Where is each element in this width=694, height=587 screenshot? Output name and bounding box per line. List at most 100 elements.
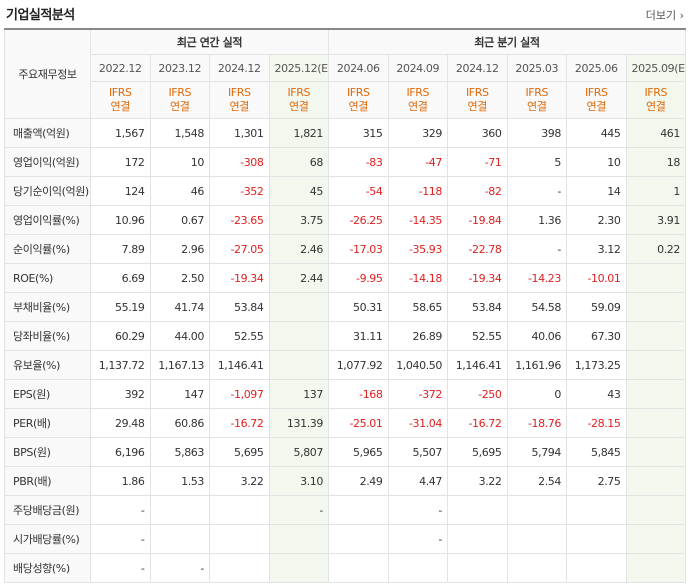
data-row: PER(배) 29.48 60.86 -16.72 131.39 -25.01 -31.04… [4, 408, 686, 438]
cell: 0.22 [625, 234, 686, 264]
basis: 연결 [110, 100, 131, 113]
cell [387, 553, 448, 583]
cell [566, 495, 627, 525]
cell: 1.53 [149, 466, 210, 496]
cell [149, 495, 210, 525]
data-row: 순이익률(%) 7.89 2.96 -27.05 2.46 -17.03 -35.93 -22… [4, 234, 686, 264]
cell: -82 [447, 176, 508, 206]
standard: IFRS [406, 86, 430, 99]
cell: 10.96 [90, 205, 151, 235]
accounting: IFRS 연결 [209, 81, 270, 119]
cell: 124 [90, 176, 151, 206]
accounting: IFRS 연결 [566, 81, 627, 119]
cell: 50.31 [328, 292, 389, 322]
cell: 55.19 [90, 292, 151, 322]
cell [447, 495, 508, 525]
basis: 연결 [229, 100, 250, 113]
row-label: 당좌비율(%) [4, 321, 91, 351]
group-label: 최근 분기 실적 [328, 28, 686, 55]
basis: 연결 [586, 100, 607, 113]
table-body: 매출액(억원) 1,567 1,548 1,301 1,821 315 329 360 398 4… [4, 118, 686, 583]
basis: 연결 [170, 100, 190, 113]
cell [268, 321, 329, 351]
cell: 2.54 [506, 466, 567, 496]
cell: 131.39 [268, 408, 329, 438]
cell: 5,965 [328, 437, 389, 467]
accounting: IFRS 연결 [387, 81, 448, 119]
cell: 392 [90, 379, 151, 409]
table-head: 주요재무정보 최근 연간 실적 최근 분기 실적 2022.12 2023.12 2024… [4, 28, 686, 119]
row-label: 배당성향(%) [4, 553, 91, 583]
cell [506, 495, 567, 525]
cell: 1,077.92 [328, 350, 389, 380]
cell: 46 [149, 176, 210, 206]
accounting: IFRS 연결 [506, 81, 567, 119]
cell [268, 524, 329, 554]
cell: 40.06 [506, 321, 567, 351]
cell: 45 [268, 176, 329, 206]
cell: -10.01 [566, 263, 627, 293]
cell: 3.22 [447, 466, 508, 496]
data-row: 유보율(%) 1,137.72 1,167.13 1,146.41 1,077.92 1,… [4, 350, 686, 380]
cell: 5 [506, 147, 567, 177]
cell: 1,146.41 [447, 350, 508, 380]
period: 2025.09(E) [625, 54, 686, 82]
cell: -28.15 [566, 408, 627, 438]
cell [268, 553, 329, 583]
cell [209, 524, 270, 554]
basis: 연결 [527, 100, 547, 113]
cell: 5,845 [566, 437, 627, 467]
basis: 연결 [646, 100, 666, 113]
cell: -16.72 [447, 408, 508, 438]
row-label: 당기순이익(억원) [4, 176, 91, 206]
cell: 2.44 [268, 263, 329, 293]
cell: -19.84 [447, 205, 508, 235]
data-row: BPS(원) 6,196 5,863 5,695 5,807 5,965 5,507 5,69… [4, 437, 686, 467]
cell: 5,695 [209, 437, 270, 467]
cell [209, 553, 270, 583]
basis: 연결 [348, 100, 369, 113]
cell [447, 553, 508, 583]
basis: 연결 [408, 100, 428, 113]
cell: 14 [566, 176, 627, 206]
cell: 1,167.13 [149, 350, 210, 380]
row-label: PBR(배) [4, 466, 91, 496]
cell: 5,863 [149, 437, 210, 467]
cell: 3.12 [566, 234, 627, 264]
cell: - [90, 553, 151, 583]
data-row: 영업이익(억원) 172 10 -308 68 -83 -47 -71 5 10 18 [4, 147, 686, 177]
cell [625, 524, 686, 554]
period: 2025.03 [506, 54, 567, 82]
cell: 6,196 [90, 437, 151, 467]
cell: -54 [328, 176, 389, 206]
cell: 3.91 [625, 205, 686, 235]
row-label: 영업이익률(%) [4, 205, 91, 235]
cell: - [506, 176, 567, 206]
cell: 52.55 [447, 321, 508, 351]
cell: -31.04 [387, 408, 448, 438]
cell [625, 379, 686, 409]
cell [625, 263, 686, 293]
cell: -26.25 [328, 205, 389, 235]
cell: 329 [387, 118, 448, 148]
cell: 10 [149, 147, 210, 177]
more-link[interactable]: 더보기 [646, 7, 684, 23]
cell: -23.65 [209, 205, 270, 235]
cell: 2.49 [328, 466, 389, 496]
period: 2023.12 [149, 54, 210, 82]
period: 2024.12 [447, 54, 508, 82]
cell: 18 [625, 147, 686, 177]
row-label: 시가배당률(%) [4, 524, 91, 554]
cell: 5,794 [506, 437, 567, 467]
cell: 3.75 [268, 205, 329, 235]
cell: - [90, 524, 151, 554]
row-label: 부채비율(%) [4, 292, 91, 322]
data-row: 당좌비율(%) 60.29 44.00 52.55 31.11 26.89 52.55 40.… [4, 321, 686, 351]
cell: 1.86 [90, 466, 151, 496]
cell: 1,040.50 [387, 350, 448, 380]
cell: 41.74 [149, 292, 210, 322]
cell: 29.48 [90, 408, 151, 438]
cell: -372 [387, 379, 448, 409]
cell: 52.55 [209, 321, 270, 351]
